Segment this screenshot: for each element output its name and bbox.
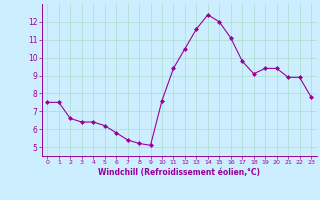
X-axis label: Windchill (Refroidissement éolien,°C): Windchill (Refroidissement éolien,°C) (98, 168, 260, 177)
